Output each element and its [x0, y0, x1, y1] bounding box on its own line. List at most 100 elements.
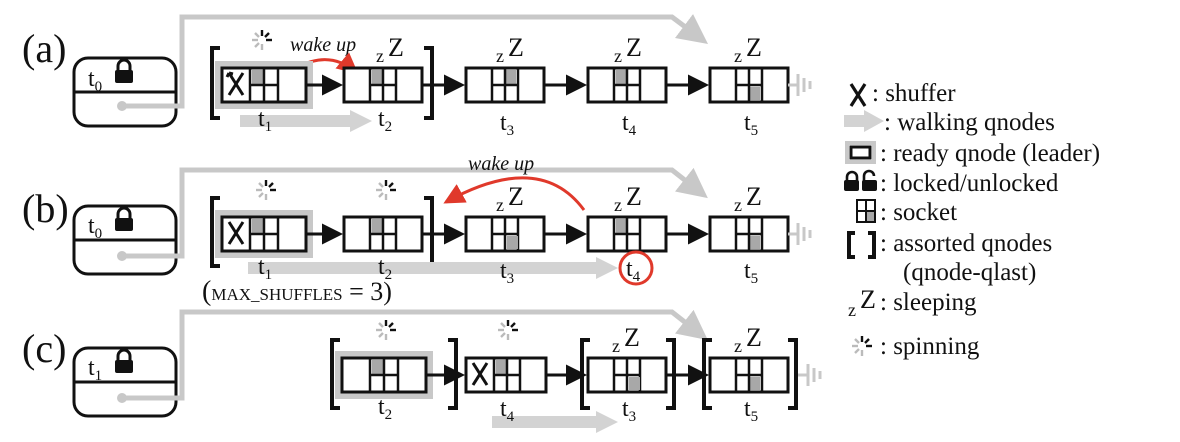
- svg-text:z: z: [612, 336, 620, 356]
- tail-pointer: [117, 14, 708, 111]
- lock-thread-sub: 0: [95, 79, 103, 95]
- wake-up-label: wake up: [290, 34, 356, 56]
- shuffler-icon: [225, 71, 245, 96]
- lock-icon: [115, 58, 133, 83]
- legend-ready: : ready qnode (leader): [880, 140, 1100, 167]
- svg-text:z: z: [848, 300, 856, 320]
- row-label: (c): [22, 326, 66, 371]
- svg-text:t0: t0: [88, 213, 102, 242]
- qnode-t1: [215, 61, 313, 109]
- qnode-t4: z Z: [586, 33, 668, 104]
- qnode-t5: z Z: [708, 33, 812, 104]
- shuffler-icon: [471, 362, 489, 386]
- bracket-icon: [847, 231, 876, 259]
- wake-up-arrow: [443, 176, 586, 211]
- svg-text:t2: t2: [378, 394, 392, 423]
- legend-spinning: : spinning: [880, 333, 980, 360]
- lock-box: t0: [72, 204, 178, 276]
- qnode-t2: z Z: [342, 33, 424, 104]
- qnode-t3: z Z: [464, 33, 546, 104]
- legend-shuffler: : shuffer: [872, 80, 956, 107]
- legend-walking: : walking qnodes: [884, 109, 1055, 136]
- highlight-circle: [618, 250, 654, 286]
- svg-text:Z: Z: [746, 33, 762, 62]
- legend-sleeping: : sleeping: [880, 289, 977, 316]
- svg-text:t5: t5: [744, 396, 758, 425]
- lock-box: t1: [72, 346, 178, 418]
- row-label: (a): [22, 26, 66, 71]
- legend: : shuffer : walking qnodes : ready qnode…: [844, 80, 1100, 360]
- svg-text:z: z: [734, 46, 742, 66]
- qnode-t3: z Z: [464, 182, 546, 253]
- svg-text:t2: t2: [378, 254, 392, 283]
- socket-icon: [856, 199, 876, 223]
- qnode-t2: [342, 215, 424, 253]
- svg-text:z: z: [496, 46, 504, 66]
- svg-text:Z: Z: [508, 182, 524, 211]
- ground-icon: [788, 223, 812, 245]
- svg-text:Z: Z: [508, 33, 524, 62]
- spinner-icon: [256, 180, 276, 200]
- spinner-icon: [252, 30, 272, 50]
- svg-text:t3: t3: [622, 396, 636, 425]
- ground-icon: [798, 364, 822, 386]
- row-label: (b): [22, 186, 69, 231]
- qnode-t5: z Z: [708, 323, 822, 394]
- spinner-icon: [376, 180, 396, 200]
- svg-text:t2: t2: [378, 106, 392, 135]
- qnode-t3: z Z: [586, 323, 668, 394]
- ground-icon: [788, 74, 812, 96]
- legend-bracket-sub: (qnode-qlast): [903, 259, 1036, 286]
- svg-text:t3: t3: [500, 110, 514, 139]
- spinner-icon: [376, 320, 396, 340]
- tail-pointer: [117, 167, 708, 261]
- svg-text:t5: t5: [744, 110, 758, 139]
- lock-icon: [844, 169, 877, 191]
- svg-text:z: z: [496, 195, 504, 215]
- svg-text:t4: t4: [500, 396, 515, 425]
- thread-labels: t2 t4 t3 t5: [378, 394, 758, 425]
- svg-text:t1: t1: [258, 106, 272, 135]
- lock-box: t0: [72, 56, 178, 128]
- svg-text:t1: t1: [258, 254, 272, 283]
- svg-text:t5: t5: [744, 258, 758, 287]
- thread-labels: t1 t2 t3 t4 t5: [258, 254, 758, 287]
- svg-text:Z: Z: [746, 323, 762, 352]
- thread-labels: t1 t2 t3 t4 t5: [258, 106, 758, 139]
- lock-icon: [115, 348, 133, 373]
- svg-text:z: z: [614, 195, 622, 215]
- qnode-t4: z Z: [586, 182, 668, 253]
- qnode-t4: [464, 356, 548, 394]
- sleeping-icon: z Z: [848, 285, 876, 320]
- spinner-icon: [852, 336, 872, 356]
- shuffler-icon: [227, 221, 245, 245]
- svg-text:t0: t0: [88, 66, 102, 95]
- assorted-bracket: [210, 46, 434, 120]
- lock-icon: [115, 206, 133, 231]
- svg-text:t3: t3: [500, 258, 514, 287]
- svg-text:Z: Z: [746, 182, 762, 211]
- row-c: (c) t1: [22, 309, 822, 433]
- tail-pointer: [117, 309, 708, 403]
- lock-thread: t: [88, 66, 95, 92]
- sleep-big: Z: [388, 33, 404, 62]
- shuffler-icon: [849, 83, 867, 107]
- qnode-t2: [335, 351, 433, 399]
- svg-text:t4: t4: [626, 256, 641, 285]
- spinner-icon: [498, 320, 518, 340]
- svg-text:Z: Z: [626, 33, 642, 62]
- legend-lock: : locked/unlocked: [880, 170, 1059, 197]
- svg-text:Z: Z: [860, 285, 876, 314]
- svg-text:Z: Z: [624, 323, 640, 352]
- wake-up-label: wake up: [468, 153, 534, 175]
- svg-text:Z: Z: [626, 182, 642, 211]
- row-a: (a) t0 wake up: [22, 14, 812, 139]
- svg-text:z: z: [734, 336, 742, 356]
- row-b: (b) t0: [22, 153, 812, 307]
- qnode-t1: [215, 210, 313, 258]
- sleep-small: z: [376, 46, 384, 66]
- svg-text:z: z: [734, 195, 742, 215]
- legend-bracket: : assorted qnodes: [880, 230, 1052, 257]
- max-shuffles-note: (MAX_SHUFFLES = 3): [202, 276, 392, 307]
